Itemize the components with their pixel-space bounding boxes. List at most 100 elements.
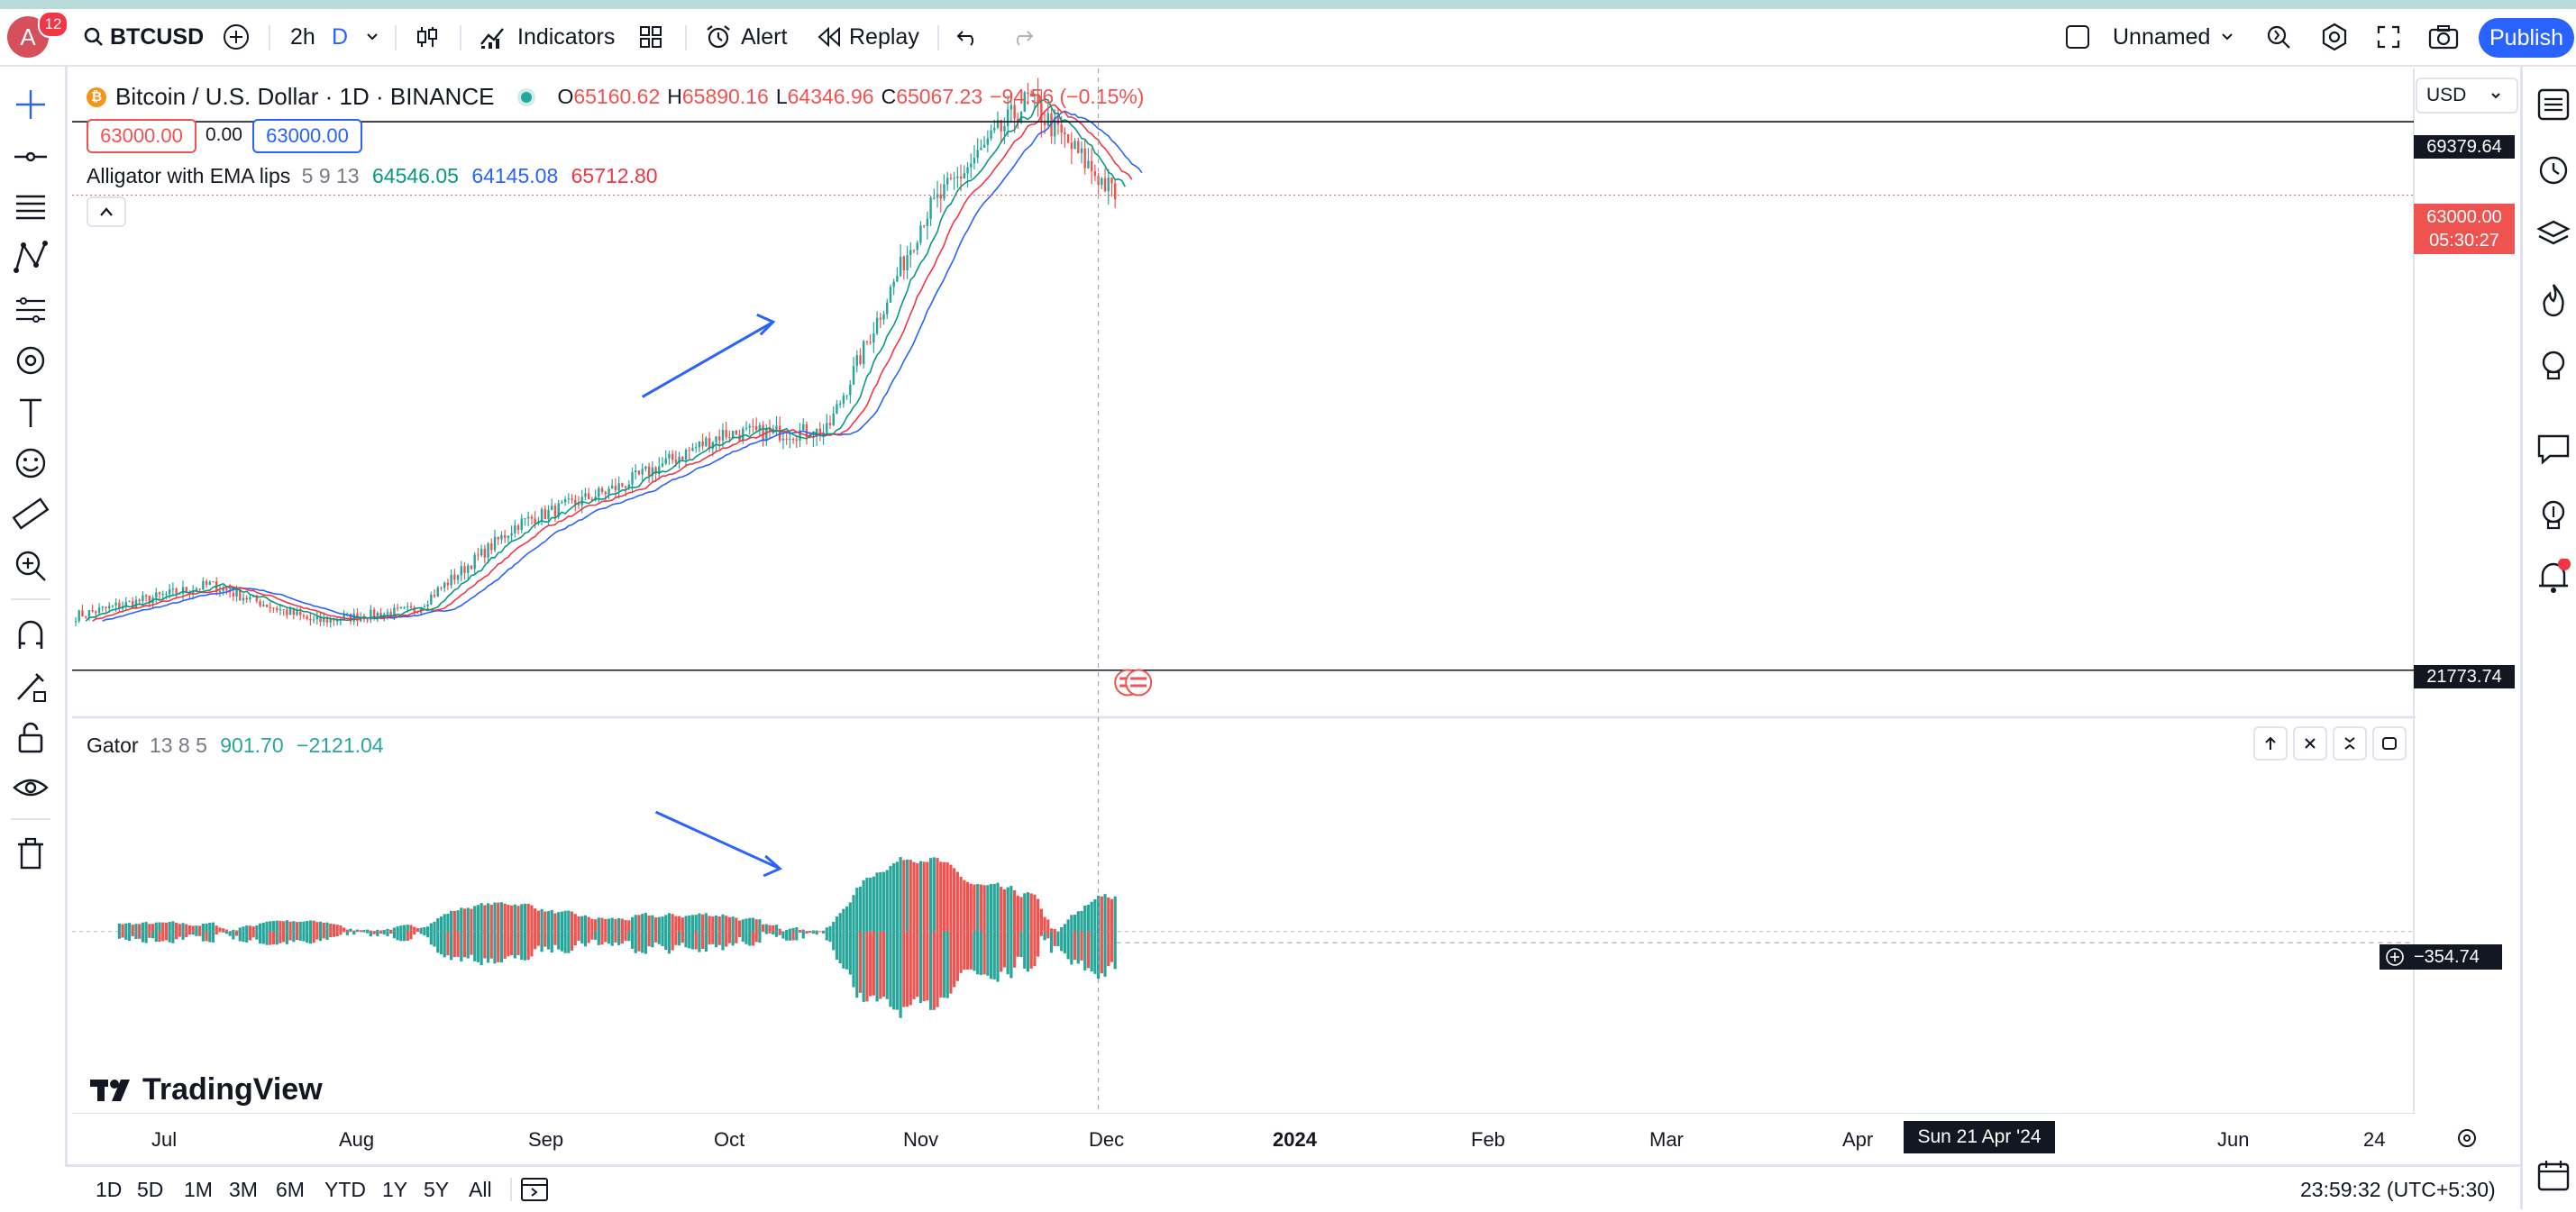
alerts-clock-icon[interactable] xyxy=(2535,151,2571,187)
range-5d[interactable]: 5D xyxy=(137,1178,164,1201)
layout-button[interactable]: Unnamed xyxy=(2064,18,2210,56)
text-tool-icon[interactable] xyxy=(11,393,50,433)
layout-dropdown[interactable] xyxy=(2219,18,2235,56)
crosshair-icon[interactable] xyxy=(11,85,50,124)
ideas-bulb-icon[interactable] xyxy=(2535,348,2571,384)
interval-favorite-d[interactable]: D xyxy=(332,18,348,56)
chat-icon[interactable] xyxy=(2535,431,2571,467)
time-axis-settings-icon[interactable] xyxy=(2455,1126,2479,1150)
fib-lines-icon[interactable] xyxy=(11,187,50,227)
candle-body xyxy=(205,580,208,585)
gator-legend[interactable]: Gator 13 8 5 901.70 −2121.04 xyxy=(87,734,384,758)
gator-bar-upper xyxy=(667,913,671,932)
sell-price-box[interactable]: 63000.00 xyxy=(87,119,196,153)
trash-icon[interactable] xyxy=(11,834,50,874)
candle-body xyxy=(587,493,590,500)
pane-move-up-button[interactable] xyxy=(2253,726,2288,761)
pattern-icon[interactable] xyxy=(11,238,50,278)
templates-button[interactable] xyxy=(638,18,663,56)
magnet-icon[interactable] xyxy=(11,616,50,656)
fullscreen-button[interactable] xyxy=(2376,18,2401,56)
replay-button[interactable]: Replay xyxy=(817,18,919,56)
gator-bar-upper xyxy=(805,931,808,932)
range-1m[interactable]: 1M xyxy=(184,1178,213,1201)
clock-timezone[interactable]: 23:59:32 (UTC+5:30) xyxy=(2300,1178,2496,1201)
goto-date-icon[interactable] xyxy=(519,1174,550,1203)
indicators-button[interactable]: Indicators xyxy=(480,18,615,56)
brush-icon[interactable] xyxy=(11,341,50,380)
gator-bar-upper xyxy=(634,915,637,932)
range-6m[interactable]: 6M xyxy=(276,1178,305,1201)
gator-bar-lower xyxy=(245,931,249,943)
snapshot-button[interactable] xyxy=(2428,18,2459,56)
gator-bar-lower xyxy=(929,931,933,1010)
eye-icon[interactable] xyxy=(11,768,50,807)
chart-type-button[interactable] xyxy=(415,18,440,56)
candle-body xyxy=(624,486,627,488)
calendar-icon[interactable] xyxy=(2535,1157,2571,1193)
forecast-icon[interactable] xyxy=(11,290,50,330)
candle-body xyxy=(87,610,91,617)
hotlist-flame-icon[interactable] xyxy=(2535,281,2571,317)
candle-body xyxy=(155,592,158,598)
price-chart[interactable]: 72000.0068000.0064000.0060000.0056000.00… xyxy=(72,68,2416,1114)
crosshair-date-tag: Sun 21 Apr '24 xyxy=(1904,1121,2055,1153)
gator-bar-upper xyxy=(764,924,768,932)
range-ytd[interactable]: YTD xyxy=(324,1178,366,1201)
candle-body xyxy=(299,611,302,615)
gator-bar-lower xyxy=(138,931,142,939)
redo-button[interactable] xyxy=(1009,18,1035,56)
candle-body xyxy=(933,197,936,199)
candle-body xyxy=(644,466,647,469)
pane-collapse-button[interactable] xyxy=(2333,726,2367,761)
lock-icon[interactable] xyxy=(11,717,50,757)
currency-selector[interactable]: USD xyxy=(2416,77,2518,114)
gator-bar-upper xyxy=(325,922,329,932)
interval-dropdown[interactable] xyxy=(364,18,380,56)
alert-button[interactable]: Alert xyxy=(705,18,787,56)
gator-bar-upper xyxy=(905,859,909,932)
candle-body xyxy=(370,609,372,620)
pane-maximize-button[interactable] xyxy=(2372,726,2407,761)
plus-circle-icon[interactable] xyxy=(2385,947,2405,967)
gator-bar-lower xyxy=(953,931,956,988)
trend-line-icon[interactable] xyxy=(11,137,50,177)
candle-body xyxy=(507,535,510,538)
tips-bulb-icon[interactable] xyxy=(2535,497,2571,533)
candle-body xyxy=(1080,148,1083,153)
range-1d[interactable]: 1D xyxy=(96,1178,123,1201)
ruler-icon[interactable] xyxy=(11,494,50,533)
data-window-icon[interactable] xyxy=(2535,216,2571,252)
range-3m[interactable]: 3M xyxy=(229,1178,258,1201)
candle-body xyxy=(711,442,714,449)
notifications-bell-icon[interactable] xyxy=(2535,559,2571,595)
range-all[interactable]: All xyxy=(469,1178,492,1201)
watchlist-icon[interactable] xyxy=(2535,87,2571,123)
interval-button[interactable]: 2h xyxy=(290,18,315,56)
gator-bar-upper xyxy=(158,922,161,932)
undo-button[interactable] xyxy=(955,18,981,56)
collapse-legend-button[interactable] xyxy=(87,196,126,227)
settings-button[interactable] xyxy=(2320,18,2349,56)
pencil-lock-icon[interactable] xyxy=(11,667,50,706)
publish-button[interactable]: Publish xyxy=(2479,18,2574,58)
emoji-icon[interactable] xyxy=(11,443,50,483)
alligator-legend[interactable]: Alligator with EMA lips 5 9 13 64546.05 … xyxy=(87,164,658,188)
range-5y[interactable]: 5Y xyxy=(424,1178,450,1201)
time-label-mar: Mar xyxy=(1649,1128,1684,1151)
quick-search-button[interactable] xyxy=(2264,18,2293,56)
candle-body xyxy=(791,439,795,441)
pane-close-button[interactable] xyxy=(2293,726,2327,761)
range-1y[interactable]: 1Y xyxy=(382,1178,408,1201)
buy-price-box[interactable]: 63000.00 xyxy=(252,119,362,153)
candle-body xyxy=(547,509,550,519)
candle-body xyxy=(114,603,117,606)
candle-body xyxy=(705,438,708,447)
gator-bar-lower xyxy=(614,931,617,943)
gator-bar-lower xyxy=(899,931,902,1018)
gator-bar-lower xyxy=(429,931,433,945)
zoom-in-icon[interactable] xyxy=(11,546,50,586)
symbol-search[interactable]: BTCUSD xyxy=(83,18,204,56)
compare-add-button[interactable] xyxy=(222,18,251,56)
gator-bar-upper xyxy=(1013,889,1017,932)
